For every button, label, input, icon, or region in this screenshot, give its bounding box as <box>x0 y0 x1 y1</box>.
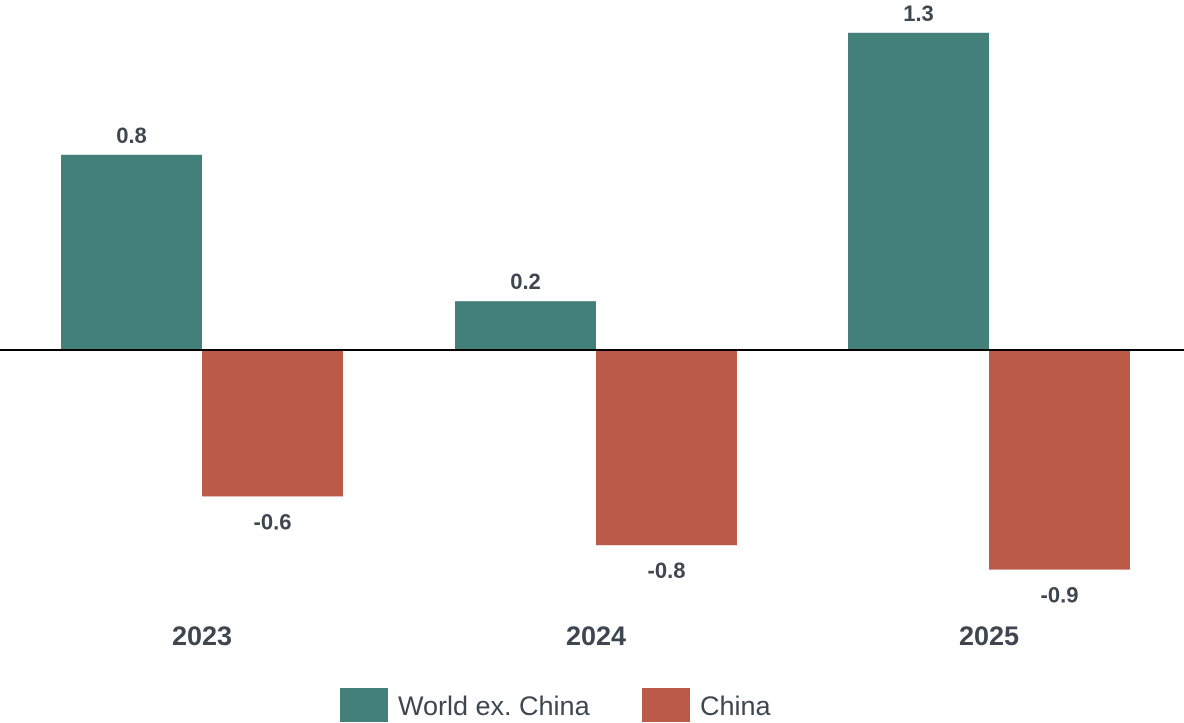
value-label: -0.9 <box>1041 583 1079 608</box>
category-label: 2023 <box>172 621 232 651</box>
bar-world-ex-china-2024 <box>455 301 596 350</box>
bar-china-2025 <box>989 350 1130 570</box>
value-label: 1.3 <box>903 1 934 26</box>
category-label: 2024 <box>566 621 626 651</box>
bar-world-ex-china-2023 <box>61 154 202 350</box>
bar-china-2023 <box>202 350 343 497</box>
legend-label: China <box>700 691 772 721</box>
value-label: -0.6 <box>254 509 292 534</box>
legend-swatch <box>340 688 388 722</box>
legend-swatch <box>642 688 690 722</box>
legend-label: World ex. China <box>398 691 591 721</box>
value-label: -0.8 <box>648 558 686 583</box>
category-label: 2025 <box>959 621 1019 651</box>
legend-item: China <box>642 688 772 722</box>
value-labels-layer: 0.8 0.2 1.3 -0.6 -0.8 -0.9 <box>116 1 1078 608</box>
legend: World ex. China China <box>340 688 772 722</box>
bar-china-2024 <box>596 350 737 546</box>
value-label: 0.8 <box>116 123 147 148</box>
legend-item: World ex. China <box>340 688 591 722</box>
category-labels-layer: 2023 2024 2025 <box>172 621 1019 651</box>
bars-layer <box>61 32 1130 570</box>
bar-world-ex-china-2025 <box>848 32 989 351</box>
value-label: 0.2 <box>510 269 541 294</box>
